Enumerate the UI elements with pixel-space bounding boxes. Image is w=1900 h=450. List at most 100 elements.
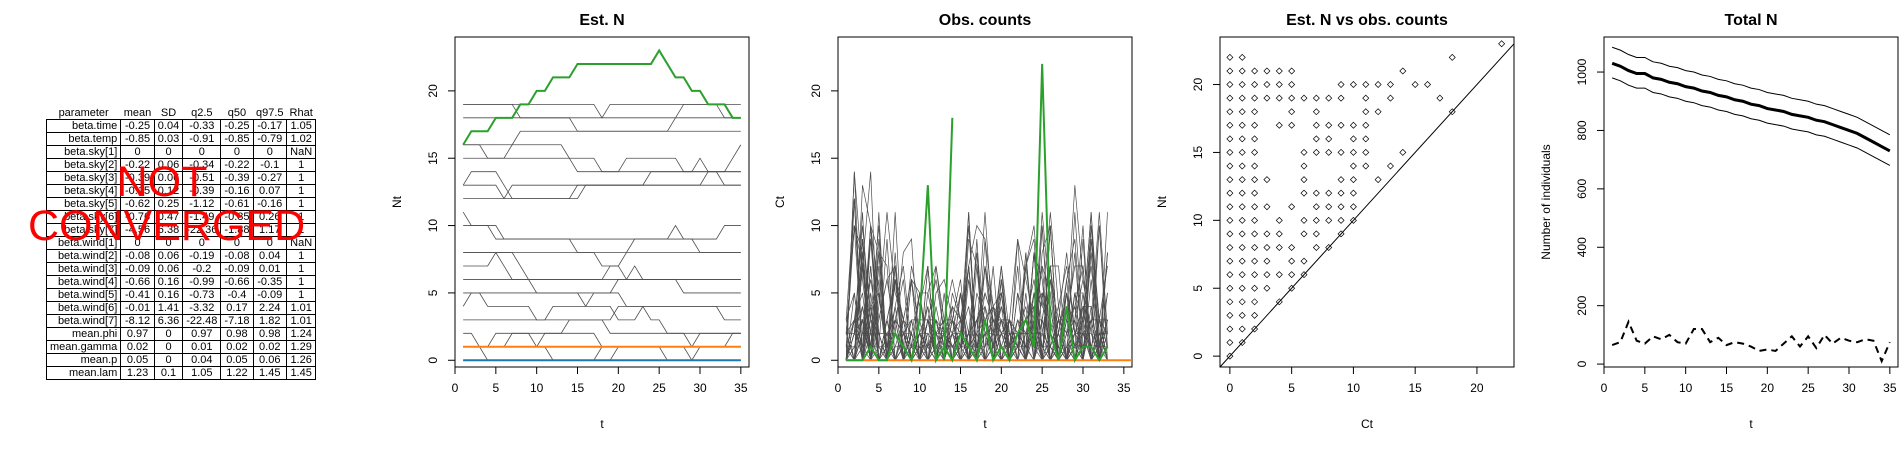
- scatter-point: [1251, 189, 1259, 197]
- total-n-solid-thick-line: [1611, 61, 1891, 153]
- summary-cell: -0.09: [120, 262, 155, 276]
- summary-cell: 6.36: [153, 314, 184, 328]
- scatter-point: [1288, 284, 1296, 292]
- scatter-point: [1226, 243, 1234, 251]
- scatter-point: [1300, 257, 1308, 265]
- x-tick-label: 25: [652, 381, 666, 395]
- scatter-point: [1263, 230, 1271, 238]
- summary-row: beta.sky[4] -0.15 0.12 -0.39 -0.16 0.07 1: [45, 184, 317, 198]
- summary-cell: 1.23: [120, 366, 155, 380]
- site-trajectory-line: [463, 252, 741, 280]
- scatter-point: [1226, 176, 1234, 184]
- scatter-point: [1238, 108, 1246, 116]
- scatter-point: [1288, 243, 1296, 251]
- scatter-point: [1300, 216, 1308, 224]
- summary-cell: beta.sky[1]: [45, 145, 122, 159]
- summary-cell: -0.91: [182, 132, 222, 146]
- summary-cell: -0.85: [220, 210, 254, 224]
- x-tick-label: 15: [571, 381, 585, 395]
- scatter-point: [1312, 108, 1320, 116]
- summary-cell: -0.16: [220, 184, 254, 198]
- scatter-point: [1386, 162, 1394, 170]
- scatter-point: [1226, 352, 1234, 360]
- scatter-point: [1238, 257, 1246, 265]
- scatter-point: [1238, 162, 1246, 170]
- summary-row: beta.temp -0.85 0.03 -0.91 -0.85 -0.79 1.02: [45, 132, 317, 146]
- plot-frame: [454, 36, 750, 368]
- site-trajectory-line: [463, 157, 741, 173]
- summary-row: beta.sky[1] 0 0 0 0 0 NaN: [45, 145, 317, 159]
- scatter-point: [1288, 94, 1296, 102]
- x-tick-label: 25: [1801, 381, 1815, 395]
- scatter-point: [1238, 189, 1246, 197]
- summary-cell: mean.lam: [45, 366, 122, 380]
- y-tick-label: 15: [1191, 145, 1205, 159]
- scatter-point: [1288, 121, 1296, 129]
- y-tick-label: 400: [1575, 237, 1589, 257]
- summary-cell: -1.49: [182, 210, 222, 224]
- scatter-point: [1238, 53, 1246, 61]
- summary-cell: 1.22: [220, 366, 254, 380]
- scatter-point: [1288, 81, 1296, 89]
- scatter-point: [1226, 148, 1234, 156]
- summary-cell: 0.25: [153, 197, 184, 211]
- scatter-point: [1362, 81, 1370, 89]
- scatter-point: [1238, 243, 1246, 251]
- x-tick-label: 30: [1076, 381, 1090, 395]
- summary-cell: -0.62: [120, 197, 155, 211]
- summary-cell: 0.47: [153, 210, 184, 224]
- scatter-point: [1312, 148, 1320, 156]
- summary-row: mean.phi 0.97 0 0.97 0.98 0.98 1.24: [45, 327, 317, 341]
- summary-cell: 1.01: [286, 314, 317, 328]
- scatter-point: [1498, 40, 1506, 48]
- scatter-point: [1251, 135, 1259, 143]
- scatter-point: [1226, 108, 1234, 116]
- y-tick-label: 600: [1575, 179, 1589, 199]
- y-tick-label: 5: [1191, 285, 1205, 292]
- scatter-point: [1424, 81, 1432, 89]
- summary-cell: 1.41: [153, 301, 184, 315]
- summary-row: beta.wind[6] -0.01 1.41 -3.32 0.17 2.24 1.01: [45, 301, 317, 315]
- summary-header-q50: q50: [227, 106, 247, 119]
- scatter-point: [1312, 135, 1320, 143]
- chart-obs-counts: Obs. counts t Ct 0 5 10 15 20 25 30 35 0 5 10 15 20: [773, 12, 1133, 431]
- scatter-point: [1349, 121, 1357, 129]
- summary-cell: -0.39: [120, 171, 155, 185]
- y-axis-label: Ct: [773, 195, 787, 208]
- y-tick-label: 10: [1191, 213, 1205, 227]
- scatter-point: [1275, 271, 1283, 279]
- site-trajectory-line: [463, 332, 741, 348]
- summary-row: beta.wind[7] -8.12 6.36 -22.48 -7.18 1.82 1.01: [45, 314, 317, 328]
- scatter-point: [1362, 162, 1370, 170]
- site-trajectory-line: [463, 224, 741, 240]
- summary-cell: -8.12: [120, 314, 155, 328]
- scatter-point: [1251, 176, 1259, 184]
- scatter-point: [1300, 94, 1308, 102]
- scatter-point: [1251, 216, 1259, 224]
- scatter-point: [1226, 162, 1234, 170]
- chart-est-n: Est. N t Nt 0 5 10 15 20 25 30 35 0 5 10 15 20: [390, 12, 750, 431]
- scatter-point: [1325, 189, 1333, 197]
- y-tick-label: 0: [426, 357, 440, 364]
- scatter-point: [1251, 162, 1259, 170]
- summary-cell: 0.17: [220, 301, 254, 315]
- scatter-point: [1312, 121, 1320, 129]
- scatter-point: [1238, 148, 1246, 156]
- scatter-point: [1337, 176, 1345, 184]
- x-axis-label: t: [600, 417, 604, 431]
- scatter-point: [1226, 284, 1234, 292]
- x-tick-label: 35: [1117, 381, 1131, 395]
- summary-cell: -0.1: [252, 158, 288, 172]
- summary-cell: 1.05: [286, 119, 317, 133]
- scatter-point: [1448, 53, 1456, 61]
- summary-cell: mean.gamma: [45, 340, 122, 354]
- scatter-point: [1288, 203, 1296, 211]
- summary-cell: -0.27: [252, 171, 288, 185]
- x-tick-label: 25: [1035, 381, 1049, 395]
- scatter-point: [1374, 108, 1382, 116]
- scatter-point: [1300, 176, 1308, 184]
- scatter-point: [1275, 94, 1283, 102]
- x-tick-label: 0: [1601, 381, 1608, 395]
- scatter-point: [1238, 67, 1246, 75]
- summary-cell: beta.wind[3]: [45, 262, 122, 276]
